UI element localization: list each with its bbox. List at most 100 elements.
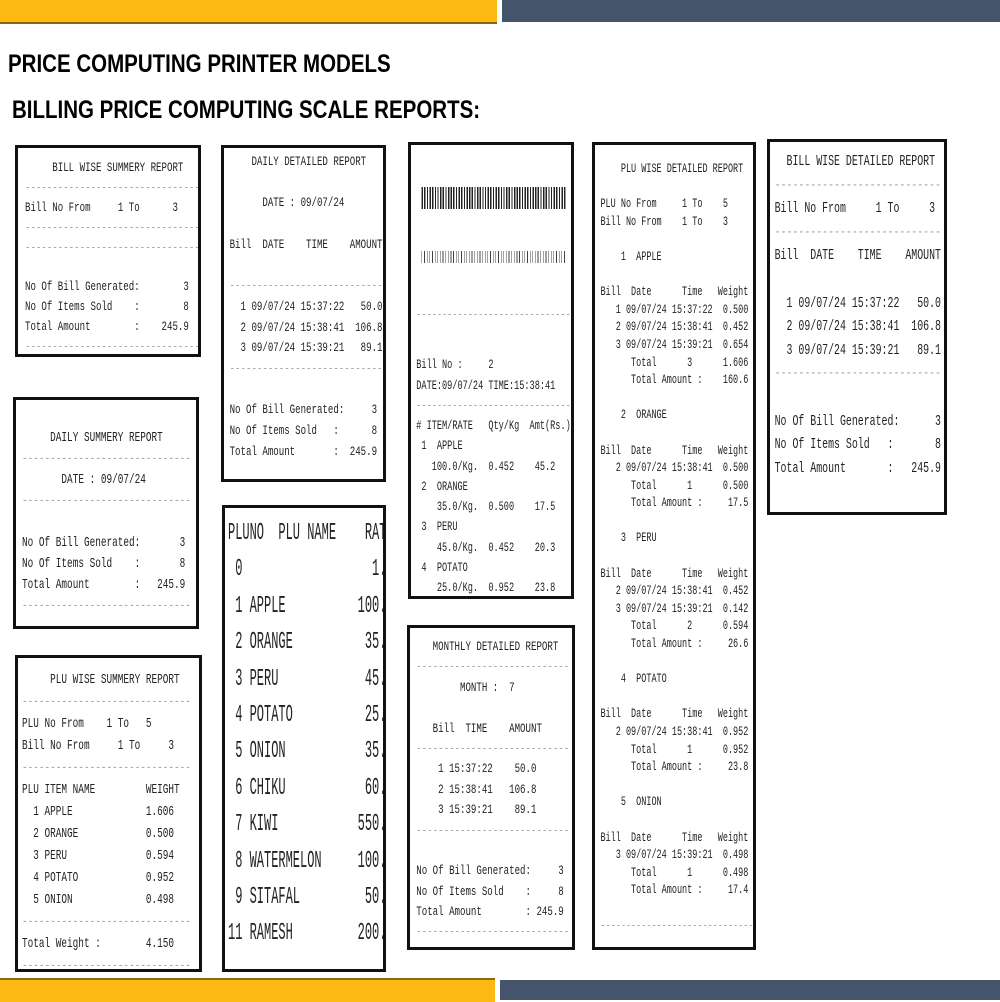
- receipt-line: PLU WISE DETAILED REPORT: [600, 162, 744, 176]
- receipt-line: Total 1 0.498: [600, 865, 749, 880]
- receipt-line: 1 APPLE: [416, 438, 463, 454]
- receipt-line: Total 3 1.606: [600, 355, 749, 370]
- receipt-line: 0 1.0: [228, 556, 386, 584]
- receipt-line: 3 PERU: [416, 519, 458, 535]
- receipt-line: 11 RAMESH 200.0: [228, 920, 386, 948]
- receipt-line: Total Amount : 160.6: [600, 373, 749, 388]
- receipt-line: No Of Items Sold : 8: [22, 556, 186, 572]
- receipt-line: 3 PERU 0.594: [22, 848, 175, 864]
- receipt-line: No Of Bill Generated: 3: [22, 535, 186, 551]
- receipt-line: BILL WISE SUMMERY REPORT: [25, 160, 184, 175]
- receipt-line: [25, 257, 198, 277]
- receipt-line: PLUNO PLU NAME RATE: [228, 520, 386, 547]
- receipt-separator: ----------------------------: [416, 924, 570, 940]
- receipt-line: No Of Bill Generated: 3: [774, 412, 941, 430]
- receipt-line: Bill Date Time Weight: [600, 566, 749, 581]
- receipt-line: 2 09/07/24 15:38:41 0.452: [600, 320, 749, 335]
- receipt-line: 4 POTATO 0.952: [22, 870, 175, 886]
- receipt-line: [775, 268, 944, 292]
- receipt-line: 2 ORANGE: [600, 408, 667, 423]
- bill-wise-summary-report: BILL WISE SUMMERY REPORT ----------------…: [15, 145, 201, 357]
- receipt-line: 5 ONION 35.0: [228, 738, 386, 766]
- receipt-separator: ------------------------------: [22, 451, 191, 467]
- page-subtitle: BILLING PRICE COMPUTING SCALE REPORTS:: [12, 96, 481, 124]
- receipt-line: 3 PERU 45.0: [228, 665, 386, 693]
- receipt-separator: ------------------------------: [22, 760, 191, 776]
- receipt-line: [600, 548, 753, 566]
- receipt-line: Total Amount : 17.4: [600, 883, 749, 898]
- bill-wise-detailed-report: BILL WISE DETAILED REPORT ---------------…: [767, 139, 947, 515]
- receipt-line: Bill DATE TIME AMOUNT: [229, 236, 383, 252]
- receipt-line: 45.0/Kg. 0.452 20.3: [416, 539, 556, 555]
- receipt-separator: ------------------------------: [22, 694, 191, 710]
- receipt-separator: ----------------------------: [416, 740, 570, 756]
- receipt-line: Total Amount : 17.5: [600, 496, 749, 511]
- receipt-line: MONTH : 7: [416, 679, 515, 695]
- bottom-yellow-bar: [0, 978, 495, 1002]
- receipt-line: [600, 812, 753, 830]
- receipt-line: [600, 900, 753, 918]
- plu-rate-list: PLUNO PLU NAME RATE 0 1.0 1 APPLE 100.0 …: [222, 505, 386, 972]
- receipt-line: 3 15:39:21 89.1: [416, 802, 537, 818]
- receipt-line: 1 15:37:22 50.0: [416, 761, 537, 777]
- receipt-line: Total Amount : 245.9: [22, 577, 186, 593]
- receipt-line: 7 KIWI 550.0: [228, 811, 386, 839]
- receipt-line: # ITEM/RATE Qty/Kg Amt(Rs.): [416, 418, 571, 433]
- receipt-line: No Of Items Sold : 8: [25, 299, 189, 315]
- top-navy-bar: [502, 0, 1000, 22]
- receipt-line: 5 ONION: [600, 795, 662, 810]
- receipt-line: DAILY DETAILED REPORT: [229, 154, 367, 169]
- receipt-line: 8 WATERMELON 100.0: [228, 847, 386, 875]
- receipt-line: [22, 512, 196, 533]
- plu-wise-detailed-report: PLU WISE DETAILED REPORT PLU No From 1 T…: [592, 142, 756, 950]
- plu-wise-summary-report: PLU WISE SUMMERY REPORT -----------------…: [15, 655, 202, 972]
- receipt-line: Bill Date Time Weight: [600, 285, 749, 300]
- receipt-line: Total Amount : 23.8: [600, 760, 749, 775]
- receipt-separator: ----------------------------: [774, 365, 941, 383]
- receipt-line: 1 09/07/24 15:37:22 50.0: [229, 298, 383, 314]
- receipt-line: 4 POTATO 25.0: [228, 701, 386, 729]
- receipt-line: No Of Items Sold : 8: [229, 422, 378, 438]
- receipt-separator: --------------------------------: [25, 339, 200, 355]
- receipt-line: 3 09/07/24 15:39:21 0.654: [600, 337, 749, 352]
- receipt-line: Bill TIME AMOUNT: [416, 720, 542, 736]
- receipt-separator: ----------------------------: [229, 360, 383, 376]
- receipt-line: Total Amount : 245.9: [25, 319, 189, 335]
- daily-summary-report: DAILY SUMMERY REPORT --------------------…: [13, 397, 199, 629]
- receipt-line: 35.0/Kg. 0.500 17.5: [416, 499, 556, 514]
- receipt-line: DATE : 09/07/24: [229, 195, 345, 211]
- receipt-line: PLU No From 1 To 5: [600, 197, 728, 212]
- receipt-line: Bill No From 1 To 3: [600, 214, 728, 229]
- receipt-line: Bill No From 1 To 3: [774, 200, 936, 218]
- receipt-line: 2 ORANGE: [416, 478, 468, 494]
- receipt-line: 2 ORANGE 0.500: [22, 826, 175, 842]
- receipt-line: 2 09/07/24 15:38:41 0.452: [600, 584, 749, 599]
- receipt-line: Bill No : 2: [416, 357, 494, 373]
- receipt-line: [600, 267, 753, 285]
- receipt-line: Bill No From 1 To 3: [25, 199, 178, 215]
- receipt-separator: ------------------------------: [22, 914, 191, 930]
- receipt-line: Bill Date Time Weight: [600, 707, 749, 722]
- receipt-line: No Of Bill Generated: 3: [229, 402, 378, 418]
- receipt-line: [416, 841, 572, 861]
- receipt-line: [775, 386, 944, 410]
- receipt-line: DATE : 09/07/24: [22, 472, 146, 488]
- receipt-separator: --------------------------------: [25, 239, 200, 255]
- receipt-line: [230, 380, 383, 401]
- receipt-line: Bill Date Time Weight: [600, 830, 749, 845]
- receipt-line: BILL WISE DETAILED REPORT: [774, 153, 936, 170]
- receipt-line: 2 ORANGE 35.0: [228, 629, 386, 657]
- receipt-separator: ------------------------------: [22, 493, 191, 509]
- receipt-line: Total Amount : 245.9: [416, 904, 564, 920]
- receipt-line: Bill Date Time Weight: [600, 443, 749, 458]
- daily-detailed-report: DAILY DETAILED REPORT DATE : 09/07/24 Bi…: [221, 145, 386, 482]
- receipt-separator: --------------------------------: [25, 219, 200, 235]
- receipt-line: 1 APPLE 100.0: [228, 592, 386, 620]
- receipt-line: No Of Items Sold : 8: [774, 436, 941, 454]
- receipt-line: 4 POTATO: [416, 559, 468, 575]
- receipt-line: [600, 513, 753, 531]
- receipt-line: DATE:09/07/24 TIME:15:38:41: [416, 377, 556, 393]
- receipt-line: 2 09/07/24 15:38:41 106.8: [229, 319, 383, 335]
- receipt-line: MONTHLY DETAILED REPORT: [416, 639, 559, 654]
- receipt-line: No Of Items Sold : 8: [416, 883, 564, 899]
